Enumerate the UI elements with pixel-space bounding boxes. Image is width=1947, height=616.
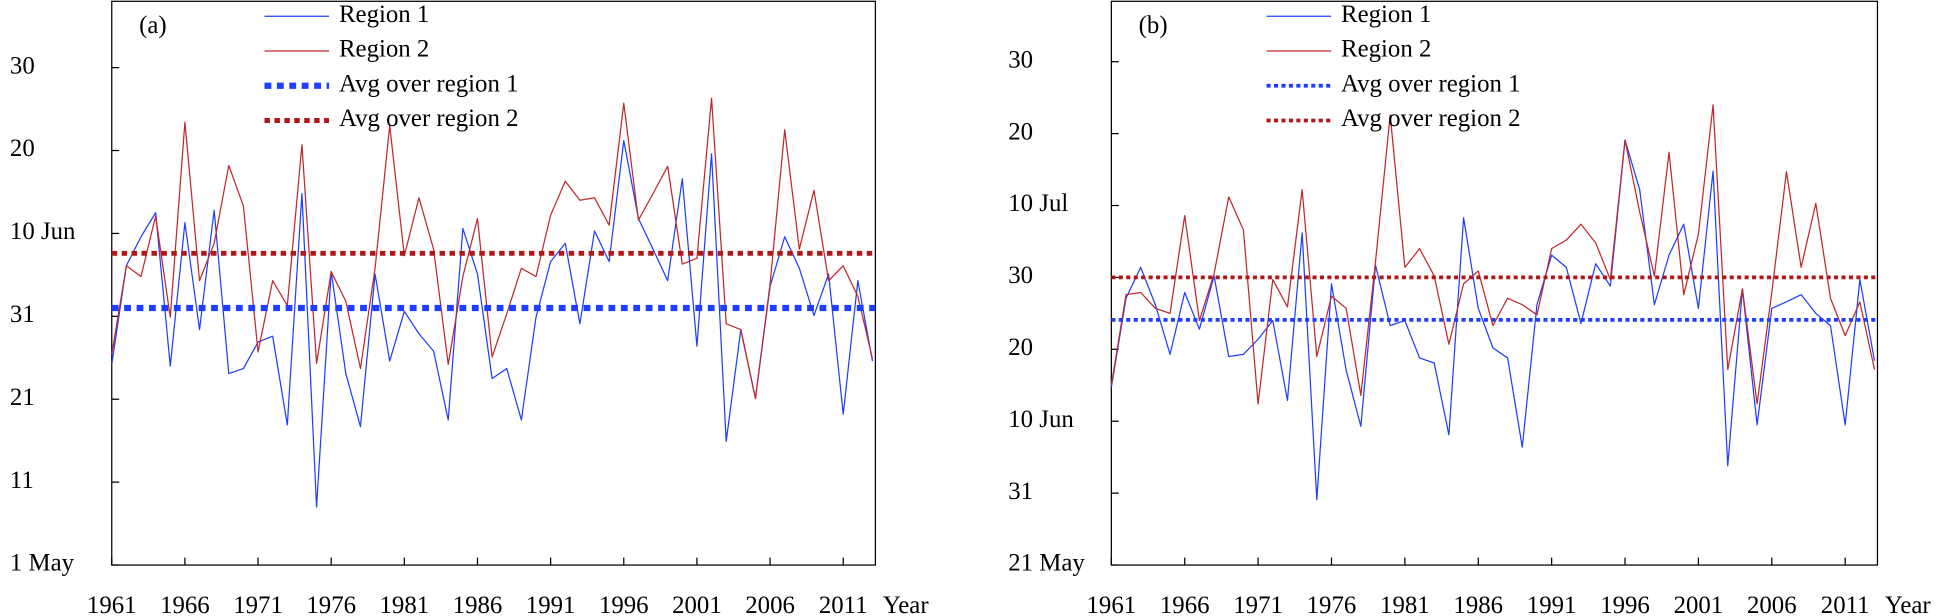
series-line	[1110, 139, 1876, 501]
legend-label: Avg over region 1	[1341, 70, 1521, 97]
y-tick-label: 20	[1008, 334, 1033, 361]
y-tick-label: 30	[10, 52, 35, 79]
x-axis-label: Year	[1885, 592, 1931, 616]
x-tick-label: 1966	[1160, 592, 1210, 616]
x-tick-label: 1976	[306, 592, 356, 616]
legend-label: Avg over region 2	[1341, 105, 1521, 132]
x-tick-label: 2006	[1747, 592, 1797, 616]
series-line	[111, 97, 874, 400]
x-tick-label: 1991	[526, 592, 576, 616]
series-line	[111, 139, 874, 508]
y-tick-label: 31	[1008, 478, 1033, 505]
plot-frame	[111, 0, 877, 566]
x-tick-label: 1996	[1600, 592, 1650, 616]
x-tick-label: 1961	[1087, 592, 1137, 616]
y-tick-label: 21 May	[1008, 550, 1085, 577]
x-tick-label: 2011	[1821, 592, 1870, 616]
y-tick-label: 20	[10, 135, 35, 162]
x-tick-label: 1971	[1233, 592, 1283, 616]
x-tick-label: 1971	[233, 592, 283, 616]
x-tick-label: 1986	[1453, 592, 1503, 616]
x-tick-label: 2011	[819, 592, 868, 616]
legend-label: Region 1	[339, 1, 429, 28]
x-tick-label: 1981	[380, 592, 430, 616]
y-tick-label: 10 Jun	[1008, 406, 1074, 433]
legend-label: Region 1	[1341, 1, 1431, 28]
x-tick-label: 2001	[1674, 592, 1724, 616]
x-tick-label: 2001	[672, 592, 722, 616]
legend-label: Region 2	[1341, 36, 1431, 63]
x-axis-label: Year	[883, 592, 929, 616]
x-tick-label: 1961	[87, 592, 137, 616]
legend-label: Region 2	[339, 36, 429, 63]
y-tick-label: 21	[10, 384, 35, 411]
x-tick-label: 1976	[1307, 592, 1357, 616]
plot-frame	[1110, 0, 1879, 566]
y-tick-label: 30	[1008, 46, 1033, 73]
y-tick-label: 10 Jul	[1008, 190, 1068, 217]
panel-label: (a)	[139, 12, 167, 39]
x-tick-label: 1996	[599, 592, 649, 616]
y-tick-label: 10 Jun	[10, 218, 76, 245]
y-tick-label: 20	[1008, 118, 1033, 145]
x-tick-label: 1966	[160, 592, 210, 616]
x-tick-label: 1981	[1380, 592, 1430, 616]
y-tick-label: 11	[10, 467, 34, 494]
y-tick-label: 30	[1008, 262, 1033, 289]
legend-label: Avg over region 1	[339, 70, 519, 97]
panel-label: (b)	[1139, 12, 1168, 39]
y-tick-label: 1 May	[10, 550, 75, 577]
x-tick-label: 2006	[745, 592, 795, 616]
series-line	[1110, 104, 1876, 405]
x-tick-label: 1991	[1527, 592, 1577, 616]
legend-label: Avg over region 2	[339, 105, 519, 132]
y-tick-label: 31	[10, 301, 35, 328]
x-tick-label: 1986	[453, 592, 503, 616]
